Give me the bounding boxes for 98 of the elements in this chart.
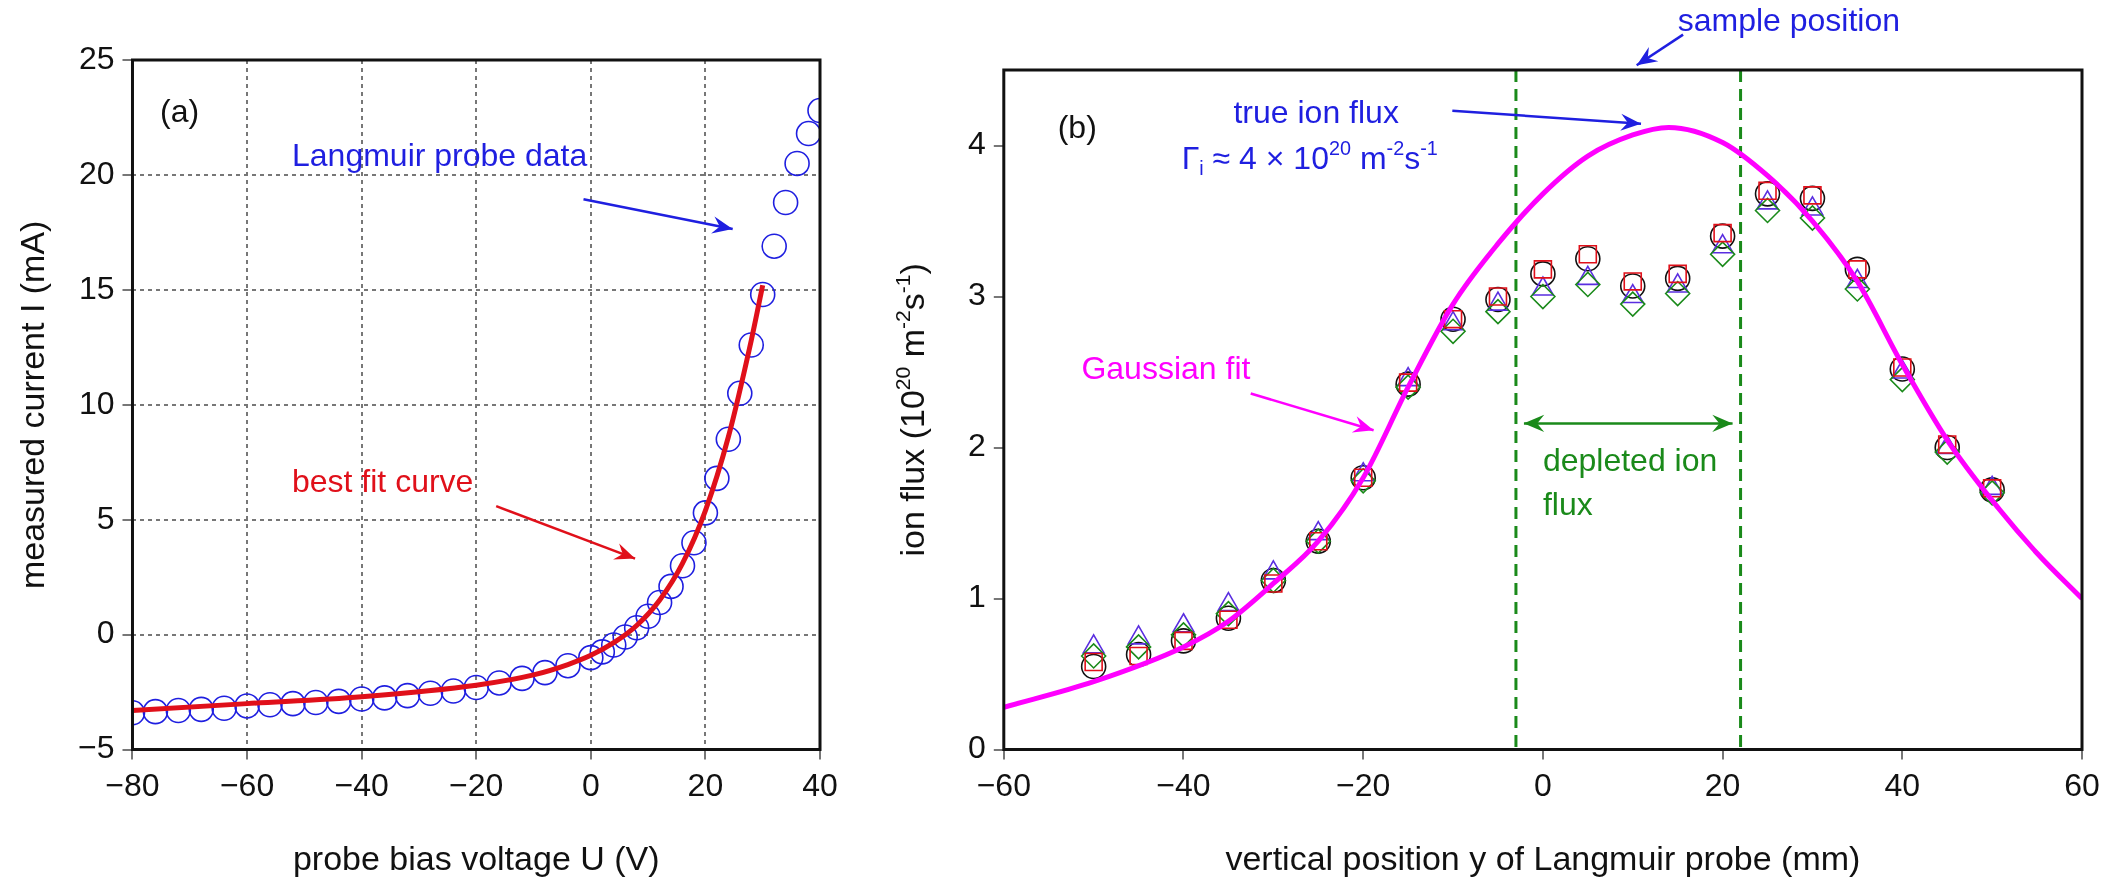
point bbox=[440, 678, 467, 704]
point bbox=[1799, 205, 1826, 231]
point bbox=[348, 686, 375, 712]
x-tick-label: 20 bbox=[1704, 766, 1741, 803]
point bbox=[658, 573, 684, 600]
annotation: depleted ion flux bbox=[1542, 441, 1718, 522]
point bbox=[589, 639, 616, 665]
y-tick-label: 3 bbox=[968, 276, 986, 313]
annotation: true ion flux bbox=[1233, 94, 1399, 131]
point bbox=[371, 685, 398, 711]
x-tick-label: 20 bbox=[687, 766, 724, 803]
point bbox=[1170, 622, 1197, 648]
point bbox=[394, 682, 421, 709]
x-tick-label: −20 bbox=[1336, 766, 1391, 803]
annotation: Langmuir probe data bbox=[291, 137, 588, 174]
annotation: (b) bbox=[1057, 108, 1097, 145]
point bbox=[681, 529, 707, 556]
point bbox=[1709, 241, 1736, 268]
point bbox=[325, 688, 352, 715]
point bbox=[738, 332, 765, 358]
point bbox=[715, 426, 742, 453]
x-tick-label: −20 bbox=[449, 766, 504, 803]
y-tick-label: 10 bbox=[78, 384, 115, 421]
annotation: Gaussian fit bbox=[1081, 350, 1251, 387]
point bbox=[612, 624, 638, 650]
point bbox=[1440, 318, 1466, 345]
point bbox=[234, 693, 260, 719]
point bbox=[486, 670, 512, 696]
point bbox=[1530, 283, 1556, 310]
point bbox=[704, 465, 730, 492]
point bbox=[417, 680, 444, 707]
x-axis-title: probe bias voltage U (V) bbox=[292, 839, 660, 877]
y-tick-label: 25 bbox=[78, 39, 115, 76]
x-tick-label: −60 bbox=[219, 766, 275, 803]
point bbox=[1080, 643, 1107, 669]
x-tick-label: 40 bbox=[802, 766, 838, 803]
point bbox=[1575, 245, 1601, 272]
x-tick-label: −40 bbox=[334, 766, 389, 803]
point bbox=[1485, 298, 1511, 325]
point bbox=[1664, 280, 1691, 307]
point bbox=[532, 659, 558, 686]
point bbox=[692, 500, 719, 526]
point bbox=[578, 644, 604, 671]
point bbox=[280, 690, 306, 717]
y-tick-label: −5 bbox=[78, 729, 115, 766]
annotation: (a) bbox=[159, 93, 200, 130]
point bbox=[1485, 286, 1511, 313]
point bbox=[784, 150, 810, 177]
point bbox=[1754, 181, 1781, 207]
x-tick-label: 40 bbox=[1884, 766, 1921, 803]
point bbox=[1619, 291, 1646, 317]
point bbox=[1754, 197, 1781, 224]
point bbox=[635, 603, 661, 630]
x-axis-title: vertical position y of Langmuir probe (mm) bbox=[1225, 839, 1861, 877]
point bbox=[1799, 185, 1826, 212]
point bbox=[646, 589, 673, 616]
point bbox=[165, 697, 192, 724]
x-tick-label: −80 bbox=[105, 766, 160, 803]
point bbox=[1709, 223, 1736, 249]
text: sample position bbox=[1677, 2, 1901, 39]
x-tick-label: −60 bbox=[976, 766, 1031, 803]
y-tick-label: 5 bbox=[96, 499, 115, 536]
x-tick-label: −40 bbox=[1156, 766, 1211, 803]
y-tick-label: 1 bbox=[968, 578, 986, 615]
y-tick-label: 4 bbox=[968, 125, 986, 162]
y-tick-label: 20 bbox=[78, 154, 115, 191]
point bbox=[463, 674, 490, 701]
point bbox=[600, 632, 627, 658]
point bbox=[142, 698, 169, 725]
y-tick-label: 0 bbox=[96, 614, 115, 651]
y-tick-label: 15 bbox=[78, 269, 115, 306]
point bbox=[761, 233, 787, 259]
y-axis-title: measured current I (mA) bbox=[13, 220, 51, 590]
point bbox=[669, 552, 696, 579]
point bbox=[772, 189, 799, 216]
x-tick-label: 0 bbox=[581, 766, 600, 803]
point bbox=[1619, 273, 1646, 299]
point bbox=[188, 696, 215, 723]
x-tick-label: 60 bbox=[2064, 766, 2100, 803]
point bbox=[623, 614, 650, 641]
point bbox=[303, 689, 329, 716]
x-tick-label: 0 bbox=[1534, 766, 1552, 803]
point bbox=[509, 665, 535, 692]
annotation: best fit curve bbox=[291, 462, 474, 499]
point bbox=[211, 695, 237, 722]
point bbox=[1575, 271, 1601, 298]
point bbox=[257, 691, 283, 718]
point bbox=[726, 380, 753, 407]
point bbox=[1844, 276, 1871, 302]
point bbox=[1080, 653, 1107, 680]
point bbox=[555, 652, 581, 679]
point bbox=[1125, 634, 1152, 660]
point bbox=[1530, 261, 1556, 287]
y-axis-title: ion flux (1020 m-2s-1) bbox=[890, 263, 931, 557]
point bbox=[749, 281, 776, 308]
point bbox=[1664, 265, 1691, 292]
y-tick-label: 2 bbox=[968, 427, 986, 464]
y-tick-label: 0 bbox=[968, 729, 986, 766]
